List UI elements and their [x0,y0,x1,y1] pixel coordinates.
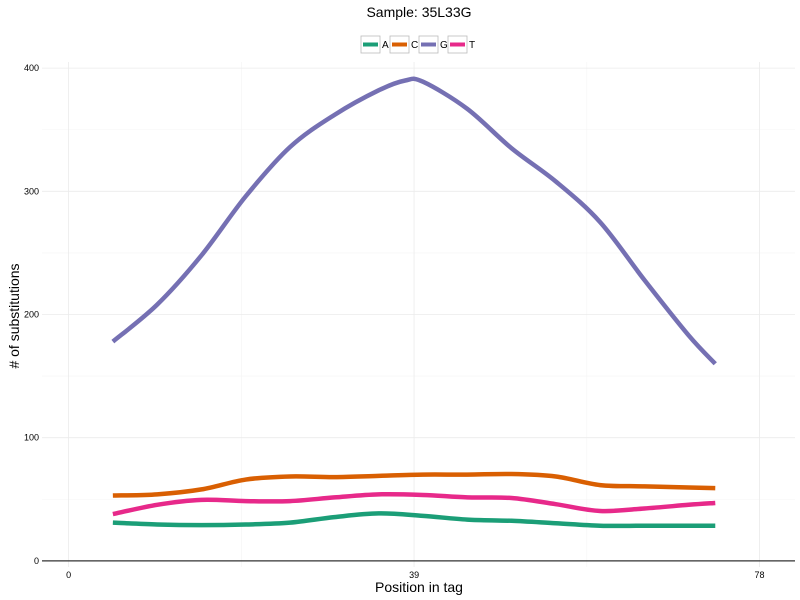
x-axis-title: Position in tag [375,579,463,595]
series-line-c [112,471,716,498]
series-line-a [112,511,716,529]
axes: 0 100 200 300 400 0 39 78 [24,63,795,580]
y-tick-label: 100 [24,433,39,443]
legend-label-c: C [411,40,418,51]
y-tick-label: 0 [34,556,39,566]
grid [42,62,795,567]
x-tick-label: 78 [755,570,765,580]
series-line-g [111,76,717,366]
series-lines [111,76,717,529]
y-tick-label: 300 [24,186,39,196]
y-axis-title: # of substitutions [6,263,22,368]
chart-title: Sample: 35L33G [366,4,471,20]
legend-label-g: G [440,40,448,51]
x-tick-label: 0 [66,570,71,580]
y-tick-label: 200 [24,310,39,320]
legend-label-t: T [469,40,475,51]
y-tick-label: 400 [24,63,39,73]
x-tick-label: 39 [409,570,419,580]
series-line-t [112,491,716,517]
legend-label-a: A [382,40,389,51]
